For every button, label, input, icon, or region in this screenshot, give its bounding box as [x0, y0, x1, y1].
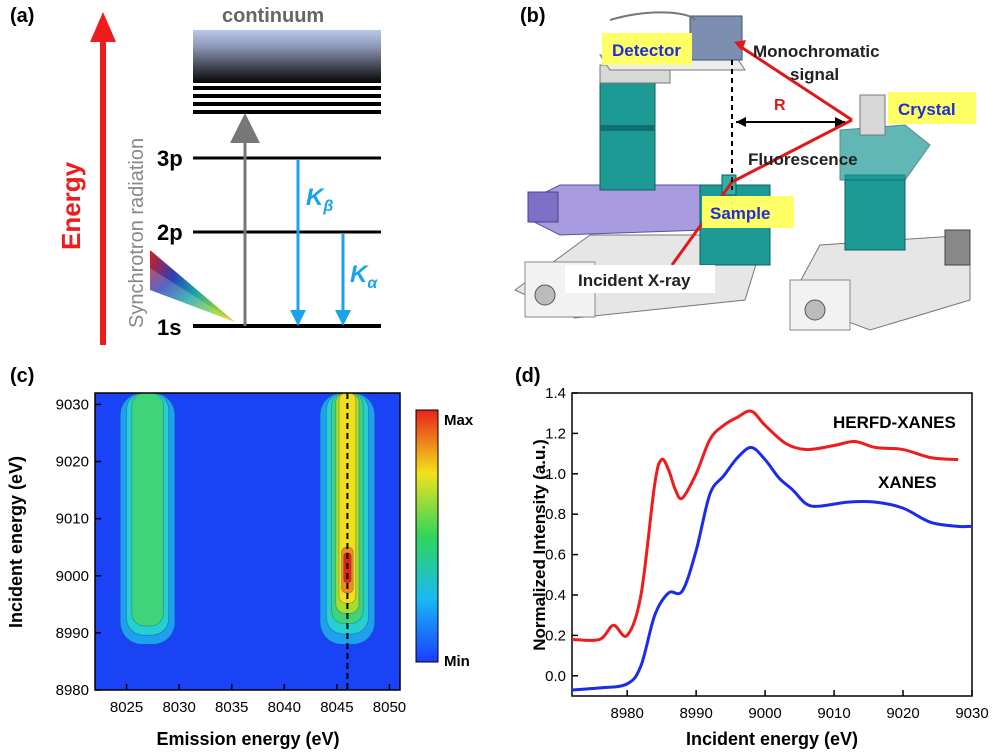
- c-ytick-label: 9030: [56, 396, 89, 413]
- d-xtick-label: 8980: [610, 705, 643, 722]
- xanes-series-line: [571, 446, 973, 692]
- energy-label: Energy: [56, 161, 86, 250]
- d-xtick-label: 9020: [886, 705, 919, 722]
- c-xtick-label: 8035: [215, 699, 248, 716]
- d-xtick-label: 8990: [679, 705, 712, 722]
- panel-b-spectrometer: (b) R Detector Monochromatic signal Crys…: [514, 5, 976, 331]
- d-ytick-label: 0.4: [545, 587, 566, 604]
- d-ytick-label: 0.8: [545, 506, 566, 523]
- d-ytick-label: 0.6: [545, 547, 566, 564]
- d-xtick-label: 9010: [817, 705, 850, 722]
- d-ytick-label: 1.2: [545, 425, 566, 442]
- level-label-2p: 2p: [157, 220, 183, 245]
- c-ylabel: Incident energy (eV): [6, 456, 26, 628]
- d-xtick-label: 9030: [955, 705, 988, 722]
- c-xtick-label: 8040: [268, 699, 301, 716]
- c-xtick-label: 8050: [373, 699, 406, 716]
- herfd-series-label: HERFD-XANES: [833, 413, 956, 432]
- level-label-3p: 3p: [157, 146, 183, 171]
- crystal-label: Crystal: [898, 100, 956, 119]
- continuum-label: continuum: [222, 5, 324, 27]
- d-ytick-label: 1.4: [545, 385, 566, 402]
- heatmap-frame: [94, 392, 401, 691]
- sample-label: Sample: [710, 204, 770, 223]
- continuum-band: [193, 30, 381, 83]
- d-xtick-label: 9000: [748, 705, 781, 722]
- d-xlabel: Incident energy (eV): [686, 729, 858, 749]
- detector-label: Detector: [612, 41, 681, 60]
- r-label: R: [774, 97, 786, 114]
- crystal-holder: [859, 94, 886, 136]
- colorbar-min-label: Min: [444, 653, 470, 670]
- c-ytick-label: 9010: [56, 511, 89, 528]
- d-plot-frame: [571, 392, 973, 697]
- panel-a-tag: (a): [10, 5, 34, 27]
- c-xtick-label: 8045: [320, 699, 353, 716]
- panel-d-line-chart: (d) 8980 8990 9000 9010 9020 9030 1.4 1.2 1.0 0.…: [515, 365, 989, 749]
- herfd-series-line: [571, 409, 959, 642]
- monochromatic-label: Monochromatic: [753, 42, 880, 61]
- c-xtick-label: 8025: [110, 699, 143, 716]
- c-ytick-label: 8990: [56, 625, 89, 642]
- xanes-series-label: XANES: [878, 473, 937, 492]
- synchrotron-fan: [150, 250, 235, 322]
- panel-d-tag: (d): [515, 365, 541, 387]
- c-ytick-label: 9000: [56, 568, 89, 585]
- colorbar-max-label: Max: [444, 412, 474, 429]
- d-ytick-label: 0.2: [545, 627, 566, 644]
- d-ytick-label: 1.0: [545, 466, 566, 483]
- fluorescence-label: Fluorescence: [748, 150, 858, 169]
- d-ylabel: Normalized Intensity (a.u.): [530, 439, 549, 651]
- signal-label: signal: [790, 65, 839, 84]
- heatmap-contours: [119, 393, 376, 690]
- energy-arrow-head: [90, 12, 116, 42]
- k-beta-label: Kβ: [306, 184, 333, 215]
- d-ytick-label: 0.0: [545, 668, 566, 685]
- c-ytick-label: 8980: [56, 682, 89, 699]
- panel-c-tag: (c): [10, 365, 34, 387]
- incident-label: Incident X-ray: [578, 271, 691, 290]
- detector-body: [689, 15, 743, 61]
- synchrotron-label: Synchrotron radiation: [126, 138, 148, 328]
- panel-b-tag: (b): [520, 5, 546, 27]
- c-xtick-label: 8030: [162, 699, 195, 716]
- right-tower: [844, 174, 906, 251]
- monochromatic-beam: [737, 43, 853, 122]
- level-label-1s: 1s: [157, 315, 181, 340]
- c-ytick-label: 9020: [56, 454, 89, 471]
- panel-c-heatmap: (c) 8025 8030 8035 8040 8045 8050 9030 9020 901…: [6, 365, 474, 749]
- fluorescence-beam: [731, 118, 853, 184]
- c-xlabel: Emission energy (eV): [156, 729, 339, 749]
- panel-a-energy-diagram: (a) Energy Synchrotron radiation continu…: [10, 5, 381, 345]
- contour-peak1-level3: [131, 393, 164, 627]
- k-alpha-label: Kα: [350, 261, 378, 292]
- left-tower: [599, 79, 656, 191]
- colorbar: [415, 409, 439, 663]
